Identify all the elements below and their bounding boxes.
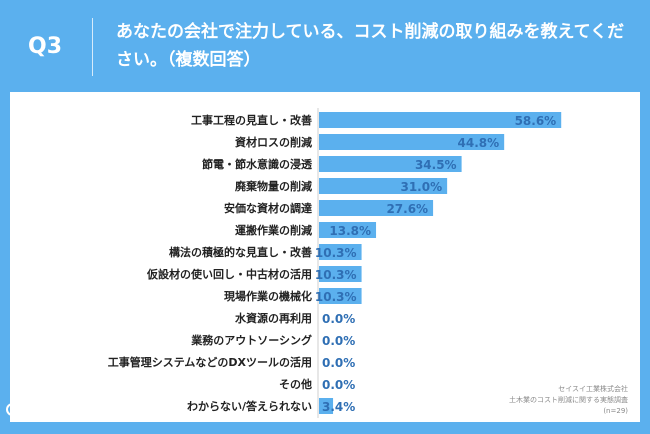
brand-logo: リサピー: [6, 400, 74, 419]
header-divider: [92, 18, 93, 76]
bar: [319, 178, 448, 194]
bar: [319, 156, 462, 172]
value-label: 13.8%: [329, 224, 371, 238]
bar: [319, 112, 562, 128]
brand-name: リサピー: [22, 404, 75, 419]
category-label: 節電・節水意識の浸透: [202, 157, 313, 171]
value-label: 10.3%: [315, 268, 357, 282]
source-note: セイスイ工業株式会社 土木業のコスト削減に関する実態調査 (n=29): [509, 384, 628, 417]
value-label: 3.4%: [322, 400, 355, 414]
bar: [319, 200, 434, 216]
category-label: 仮設材の使い回し・中古材の活用: [146, 267, 312, 281]
category-label: 運搬作業の削減: [235, 223, 312, 237]
value-label: 27.6%: [386, 202, 428, 216]
value-label: 58.6%: [515, 114, 557, 128]
category-label: 工事管理システムなどのDXツールの活用: [108, 355, 312, 369]
category-label: 廃棄物量の削減: [235, 179, 312, 193]
source-survey: 土木業のコスト削減に関する実態調査: [509, 396, 628, 404]
value-label: 31.0%: [400, 180, 442, 194]
value-label: 10.3%: [315, 290, 357, 304]
value-label: 0.0%: [322, 312, 355, 326]
question-number: Q3: [28, 34, 63, 59]
source-sample-size: (n=29): [603, 407, 628, 415]
bar: [319, 266, 362, 282]
category-label: 現場作業の機械化: [224, 289, 312, 303]
bar: [319, 222, 377, 238]
bar-chart: 工事工程の見直し・改善 58.6% 資材ロスの削減 44.8% 節電・節水意識の浸透 34…: [108, 108, 562, 418]
category-label: 業務のアウトソーシング: [190, 333, 312, 347]
question-title: あなたの会社で注力している、コスト削減の取り組みを教えてください。（複数回答）: [116, 22, 625, 70]
bar: [319, 288, 362, 304]
question-header: Q3 あなたの会社で注力している、コスト削減の取り組みを教えてください。（複数回…: [0, 0, 650, 92]
bar: [319, 244, 362, 260]
category-label: 構法の積極的な見直し・改善: [169, 245, 312, 259]
category-label: わからない/答えられない: [187, 399, 312, 413]
value-label: 0.0%: [322, 334, 355, 348]
category-label: 安価な資材の調達: [224, 201, 312, 215]
value-label: 10.3%: [315, 246, 357, 260]
chart-panel: 工事工程の見直し・改善 58.6% 資材ロスの削減 44.8% 節電・節水意識の浸透 34…: [10, 92, 640, 422]
category-label: 水資源の再利用: [235, 311, 312, 325]
category-label: その他: [279, 377, 312, 391]
category-label: 資材ロスの削減: [235, 135, 312, 149]
bar: [319, 134, 505, 150]
value-label: 0.0%: [322, 378, 355, 392]
search-icon: [6, 403, 19, 416]
bar: [319, 398, 334, 414]
value-label: 0.0%: [322, 356, 355, 370]
value-label: 34.5%: [415, 158, 457, 172]
source-company: セイスイ工業株式会社: [558, 385, 628, 393]
value-label: 44.8%: [458, 136, 500, 150]
category-label: 工事工程の見直し・改善: [191, 113, 312, 127]
